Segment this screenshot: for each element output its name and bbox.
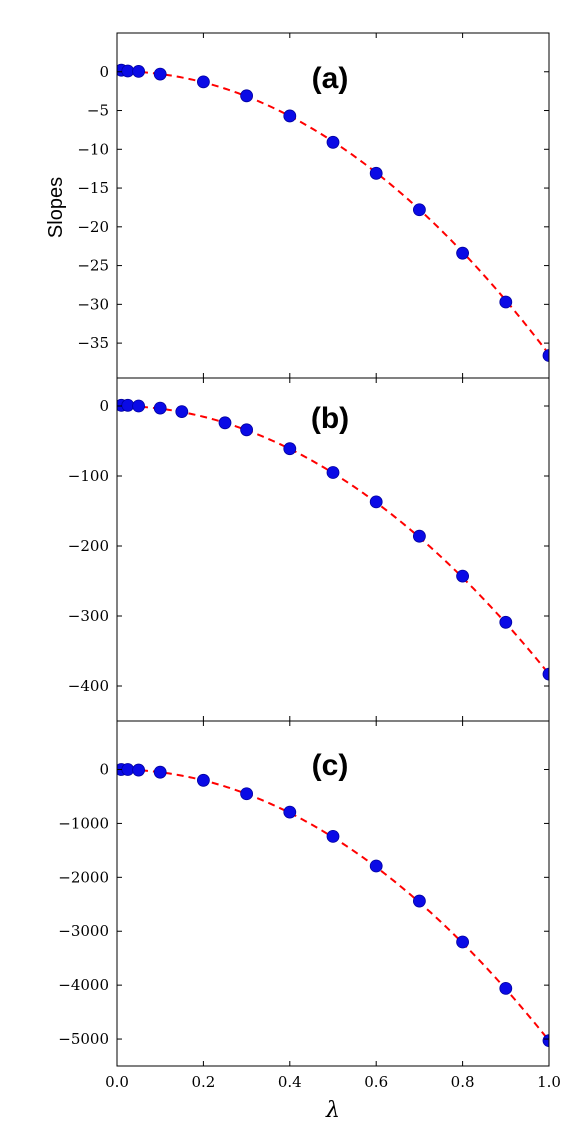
data-point	[153, 401, 167, 415]
data-point	[456, 246, 470, 260]
data-point	[326, 829, 340, 843]
data-point	[121, 398, 135, 412]
panel-c: 0 −1000 −2000 −3000 −4000 −5000 0.0 0.2 0.4 0.6 0.…	[58, 720, 561, 1123]
y-axis-title: Slopes	[45, 177, 67, 238]
x-axis-title: λ	[325, 1098, 340, 1123]
panel-label: (c)	[312, 749, 349, 782]
y-tick-label: −300	[68, 607, 109, 625]
x-tick-label: 0.6	[364, 1073, 388, 1091]
data-point	[326, 466, 340, 479]
x-tick-label: 0.0	[105, 1073, 129, 1091]
y-tick-label: −5	[87, 102, 109, 120]
y-tick-label: 0	[99, 397, 109, 415]
y-tick-label: −15	[77, 179, 109, 197]
data-point	[240, 787, 254, 801]
data-point	[283, 805, 297, 819]
data-points	[117, 763, 549, 1048]
data-point	[542, 667, 549, 681]
data-point	[499, 295, 513, 309]
data-point	[240, 423, 254, 437]
y-tick-label: −2000	[58, 868, 109, 886]
data-point	[412, 203, 426, 217]
data-points	[117, 63, 549, 362]
y-tick-label: −200	[68, 537, 109, 555]
y-tick-label: −35	[77, 334, 109, 352]
y-tick-label: −3000	[58, 922, 109, 940]
data-point	[196, 75, 210, 89]
x-tick-label: 1.0	[537, 1073, 561, 1091]
y-tick-label: −10	[77, 140, 109, 158]
y-tick-label: −30	[77, 295, 109, 313]
data-point	[369, 859, 383, 873]
data-point	[499, 981, 513, 995]
x-tick-label: 0.4	[278, 1073, 302, 1091]
data-point	[369, 166, 383, 180]
axes-frame	[116, 720, 550, 1067]
data-point	[326, 135, 340, 149]
y-tick-label: 0	[99, 63, 109, 81]
fit-curve	[117, 768, 549, 1042]
data-point	[283, 442, 297, 456]
fit-curve	[117, 405, 549, 675]
data-point	[240, 89, 254, 103]
panel-b: 0 −100 −200 −300 −400 (b)	[68, 377, 550, 722]
y-tick-label: −25	[77, 257, 109, 275]
data-point	[412, 529, 426, 543]
data-point	[121, 64, 135, 78]
data-point	[132, 64, 146, 78]
data-point	[218, 416, 232, 430]
data-point	[542, 349, 549, 362]
y-tick-label: −4000	[58, 976, 109, 994]
y-tick-label: 0	[99, 761, 109, 779]
data-point	[121, 763, 135, 776]
data-point	[542, 1034, 549, 1048]
data-point	[369, 495, 383, 509]
x-tick-label: 0.2	[191, 1073, 215, 1091]
data-point	[175, 405, 189, 419]
y-tick-label: −1000	[58, 814, 109, 832]
y-tick-label: −400	[68, 677, 109, 695]
data-points	[117, 398, 549, 681]
data-point	[499, 615, 513, 629]
panel-a: 0 −5 −10 −15 −20 −25 −30 −35 (a) Slopes	[45, 32, 550, 379]
data-point	[132, 763, 146, 777]
panel-label: (b)	[311, 402, 349, 435]
data-point	[412, 894, 426, 908]
data-point	[456, 935, 470, 949]
fit-curve	[117, 70, 549, 355]
x-tick-label: 0.8	[451, 1073, 475, 1091]
data-point	[456, 569, 470, 583]
data-point	[283, 109, 297, 123]
y-tick-label: −5000	[58, 1030, 109, 1048]
y-tick-label: −20	[77, 218, 109, 236]
data-point	[196, 773, 210, 787]
data-point	[153, 765, 167, 779]
data-point	[132, 399, 146, 413]
y-tick-label: −100	[68, 467, 109, 485]
data-point	[153, 67, 167, 81]
panel-label: (a)	[312, 62, 349, 95]
